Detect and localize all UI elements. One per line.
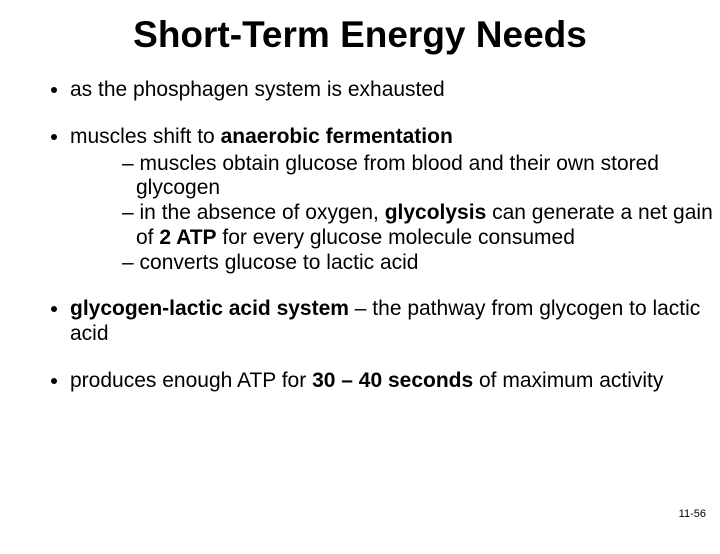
sub-bullet-item: converts glucose to lactic acid [122,251,720,276]
text-run: of maximum activity [473,369,663,392]
bullet-item: glycogen-lactic acid system – the pathwa… [70,297,720,347]
text-run: in the absence of oxygen, [140,201,385,224]
text-run: for every glucose molecule consumed [217,226,575,249]
text-run: as the phosphagen system is exhausted [70,78,445,101]
sub-bullet-item: in the absence of oxygen, glycolysis can… [122,201,720,251]
bullet-item: produces enough ATP for 30 – 40 seconds … [70,369,720,394]
text-run: 30 – 40 seconds [312,369,473,392]
bullet-item: as the phosphagen system is exhausted [70,78,720,103]
bullet-list: as the phosphagen system is exhausted mus… [42,78,720,394]
sub-bullet-item: muscles obtain glucose from blood and th… [122,152,720,202]
text-run: 2 ATP [159,226,216,249]
sub-bullet-list: muscles obtain glucose from blood and th… [70,152,720,276]
bullet-item: muscles shift to anaerobic fermentation m… [70,125,720,276]
page-number: 11-56 [679,508,706,520]
text-run: muscles shift to [70,125,221,148]
text-run: glycogen-lactic acid system [70,297,349,320]
text-run: muscles obtain glucose from blood and th… [136,152,659,200]
text-run: glycolysis [385,201,487,224]
text-run: produces enough ATP for [70,369,312,392]
text-run: converts glucose to lactic acid [140,251,419,274]
text-run: anaerobic fermentation [221,125,453,148]
slide-title: Short-Term Energy Needs [0,14,720,56]
